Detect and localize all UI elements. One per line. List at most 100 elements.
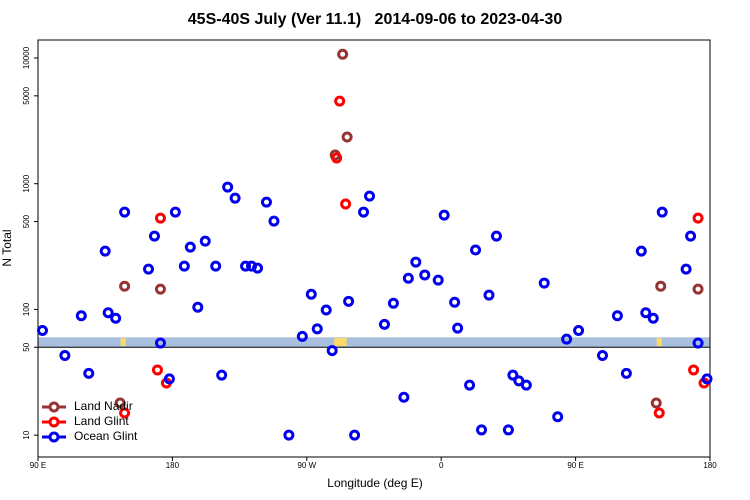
point xyxy=(222,181,234,193)
point xyxy=(334,95,346,107)
band xyxy=(38,337,710,348)
point xyxy=(452,322,464,334)
point xyxy=(320,304,332,316)
y-axis-label: N Total xyxy=(0,229,14,266)
x-tick-label: 180 xyxy=(166,461,180,470)
point xyxy=(119,280,131,292)
point xyxy=(358,206,370,218)
point xyxy=(119,407,131,419)
point xyxy=(402,272,414,284)
marker xyxy=(337,338,343,347)
point xyxy=(520,379,532,391)
y-tick-label: 5000 xyxy=(22,86,31,104)
point xyxy=(184,241,196,253)
marker xyxy=(334,338,340,347)
point xyxy=(252,262,264,274)
point xyxy=(596,349,608,361)
point xyxy=(490,230,502,242)
point xyxy=(268,215,280,227)
legend-label: Ocean Glint xyxy=(74,429,138,443)
marker xyxy=(341,338,347,347)
plot-area: 90 E 180 90 W 0 90 E 180 10 50 100 500 1000 5000 100… xyxy=(22,39,717,470)
point xyxy=(326,345,338,357)
point xyxy=(305,288,317,300)
point xyxy=(154,283,166,295)
y-tick-label: 10000 xyxy=(22,46,31,69)
point xyxy=(692,283,704,295)
marker xyxy=(656,338,662,347)
point xyxy=(692,337,704,349)
y-tick-label: 10 xyxy=(22,430,31,439)
point xyxy=(296,330,308,342)
point xyxy=(341,131,353,143)
point xyxy=(688,364,700,376)
point xyxy=(364,190,376,202)
point xyxy=(110,312,122,324)
point xyxy=(573,324,585,336)
y-tick-label: 1000 xyxy=(22,174,31,192)
point xyxy=(680,263,692,275)
point xyxy=(216,369,228,381)
point xyxy=(163,373,175,385)
point xyxy=(692,212,704,224)
point xyxy=(640,307,652,319)
point xyxy=(398,391,410,403)
point xyxy=(387,297,399,309)
x-tick-label: 90 E xyxy=(30,461,46,470)
point xyxy=(378,318,390,330)
point xyxy=(240,260,252,272)
point xyxy=(154,212,166,224)
point xyxy=(229,192,241,204)
legend-symbol xyxy=(48,401,60,413)
point xyxy=(561,333,573,345)
point xyxy=(59,349,71,361)
point xyxy=(449,296,461,308)
legend-label: Land Glint xyxy=(74,414,129,428)
point xyxy=(178,260,190,272)
point xyxy=(635,245,647,257)
point xyxy=(75,310,87,322)
point xyxy=(538,277,550,289)
point xyxy=(432,274,444,286)
point xyxy=(611,310,623,322)
point xyxy=(464,379,476,391)
point xyxy=(701,373,713,385)
point xyxy=(143,263,155,275)
point xyxy=(685,230,697,242)
point xyxy=(620,367,632,379)
y-tick-label: 100 xyxy=(22,302,31,316)
point xyxy=(337,48,349,60)
chart-title: 45S-40S July (Ver 11.1) 2014-09-06 to 20… xyxy=(188,11,563,28)
point xyxy=(192,301,204,313)
x-axis-label: Longitude (deg E) xyxy=(327,476,422,490)
point xyxy=(650,397,662,409)
x-tick-label: 90 E xyxy=(567,461,583,470)
point xyxy=(653,407,665,419)
point xyxy=(99,245,111,257)
marker xyxy=(120,338,126,347)
legend-symbol xyxy=(48,431,60,443)
point xyxy=(114,397,126,409)
point xyxy=(483,289,495,301)
point xyxy=(210,260,222,272)
point xyxy=(655,280,667,292)
point xyxy=(311,323,323,335)
x-tick-label: 90 W xyxy=(297,461,316,470)
point xyxy=(340,198,352,210)
point xyxy=(199,235,211,247)
point xyxy=(552,411,564,423)
point xyxy=(102,307,114,319)
point xyxy=(283,429,295,441)
point xyxy=(36,324,48,336)
point xyxy=(151,364,163,376)
y-tick-label: 50 xyxy=(22,342,31,351)
point xyxy=(438,209,450,221)
point xyxy=(419,269,431,281)
point xyxy=(656,206,668,218)
point xyxy=(154,337,166,349)
legend-label: Land Nadir xyxy=(74,399,133,413)
point xyxy=(349,429,361,441)
legend-symbol xyxy=(48,416,60,428)
